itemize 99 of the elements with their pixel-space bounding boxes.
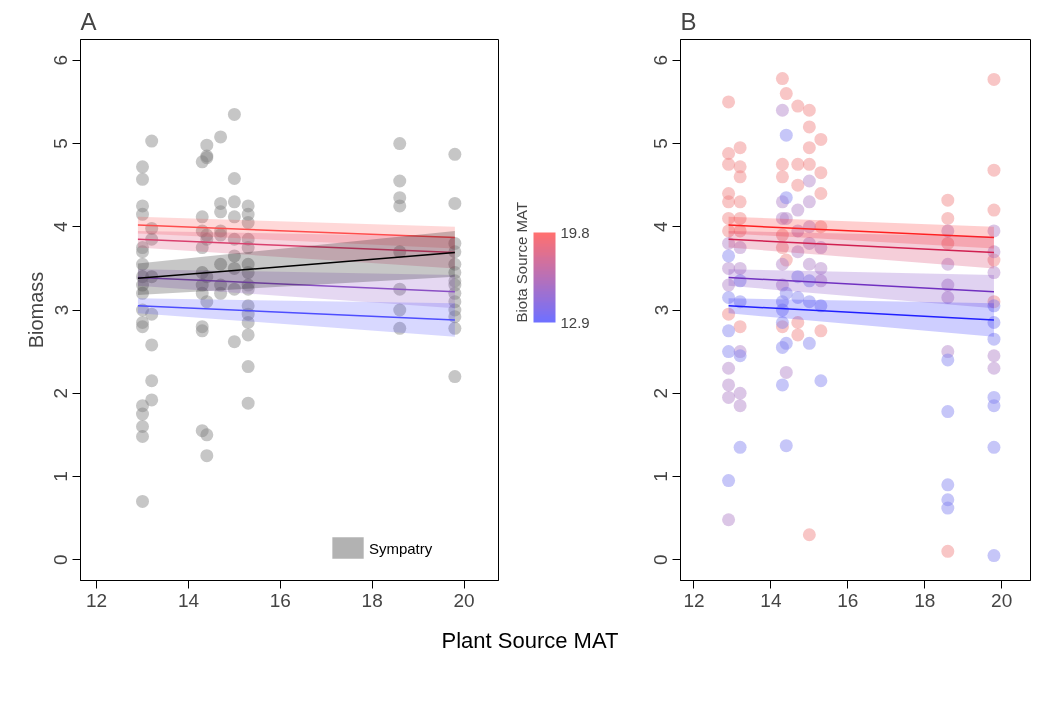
point — [775, 170, 789, 184]
x-tick-label: 20 — [453, 589, 475, 611]
y-tick-label: 2 — [650, 387, 672, 399]
point — [814, 374, 828, 388]
point — [775, 257, 789, 271]
point — [775, 316, 789, 329]
x-tick-label: 16 — [269, 589, 291, 611]
point — [802, 336, 816, 350]
point — [941, 405, 955, 419]
point — [802, 195, 816, 209]
x-tick-label: 14 — [177, 589, 200, 611]
point — [987, 203, 1001, 217]
point — [941, 193, 955, 207]
point — [722, 361, 736, 375]
point — [987, 440, 1001, 454]
point — [791, 203, 805, 217]
point — [814, 186, 828, 200]
point — [775, 157, 789, 171]
x-tick-label: 20 — [991, 589, 1013, 611]
point — [779, 191, 793, 205]
legend-label: Sympatry — [368, 539, 433, 557]
y-tick-label: 6 — [50, 55, 72, 66]
y-axis-title: Biomass — [24, 271, 47, 349]
point — [722, 474, 736, 488]
point — [814, 324, 828, 338]
point — [814, 166, 828, 180]
point — [733, 141, 747, 155]
point — [814, 132, 828, 146]
point — [722, 324, 736, 338]
y-tick-label: 0 — [650, 554, 672, 565]
point — [941, 353, 955, 367]
y-tick-label: 6 — [650, 55, 672, 66]
x-tick-label: 18 — [914, 589, 936, 611]
point — [791, 157, 805, 171]
y-tick-label: 1 — [50, 471, 72, 482]
color-bar-label: 12.9 — [560, 313, 590, 331]
y-tick-label: 5 — [650, 138, 672, 149]
point — [987, 361, 1001, 375]
y-tick-label: 3 — [650, 304, 672, 316]
x-tick-label: 12 — [683, 589, 705, 611]
x-tick-label: 12 — [86, 589, 108, 611]
point — [722, 157, 736, 171]
point — [791, 99, 805, 113]
y-tick-label: 2 — [50, 387, 72, 399]
y-tick-label: 1 — [650, 471, 672, 482]
x-tick-label: 18 — [361, 589, 383, 611]
point — [941, 544, 955, 558]
y-tick-label: 4 — [650, 221, 672, 233]
point — [941, 211, 955, 225]
point — [987, 163, 1001, 177]
point — [733, 399, 747, 413]
color-bar-title: Biota Source MAT — [512, 201, 530, 323]
point — [941, 501, 955, 515]
point — [722, 513, 736, 527]
y-tick-label: 3 — [50, 304, 72, 316]
y-tick-label: 5 — [50, 138, 72, 149]
point — [779, 87, 793, 101]
point — [779, 128, 793, 142]
point — [722, 249, 736, 263]
point — [802, 157, 816, 171]
point — [987, 72, 1001, 86]
point — [733, 195, 747, 209]
point — [791, 328, 805, 342]
point — [802, 103, 816, 117]
point — [775, 103, 789, 117]
point — [733, 170, 747, 184]
point — [791, 178, 805, 192]
point — [775, 72, 789, 86]
point — [779, 365, 793, 379]
point — [779, 336, 793, 350]
chart-title: B — [680, 7, 697, 35]
y-tick-label: 4 — [50, 221, 72, 233]
point — [779, 439, 793, 453]
point — [987, 349, 1001, 363]
point — [722, 147, 736, 161]
point — [722, 390, 736, 404]
point — [802, 257, 816, 271]
point — [733, 386, 747, 400]
point — [987, 399, 1001, 413]
point — [722, 95, 736, 109]
point — [733, 320, 747, 334]
y-tick-label: 0 — [50, 554, 72, 565]
point — [802, 174, 816, 188]
color-bar-label: 19.8 — [560, 223, 590, 241]
point — [733, 440, 747, 454]
point — [733, 349, 747, 363]
point — [802, 120, 816, 134]
x-tick-label: 16 — [837, 589, 859, 611]
x-tick-label: 14 — [760, 589, 782, 611]
point — [722, 345, 736, 359]
point — [987, 549, 1001, 563]
x-axis-title: Plant Source MAT — [441, 627, 619, 655]
point — [775, 378, 789, 392]
point — [941, 478, 955, 492]
point — [802, 528, 816, 542]
point — [722, 195, 736, 209]
point — [722, 378, 736, 392]
chart-title: A — [80, 7, 97, 35]
point — [802, 141, 816, 155]
